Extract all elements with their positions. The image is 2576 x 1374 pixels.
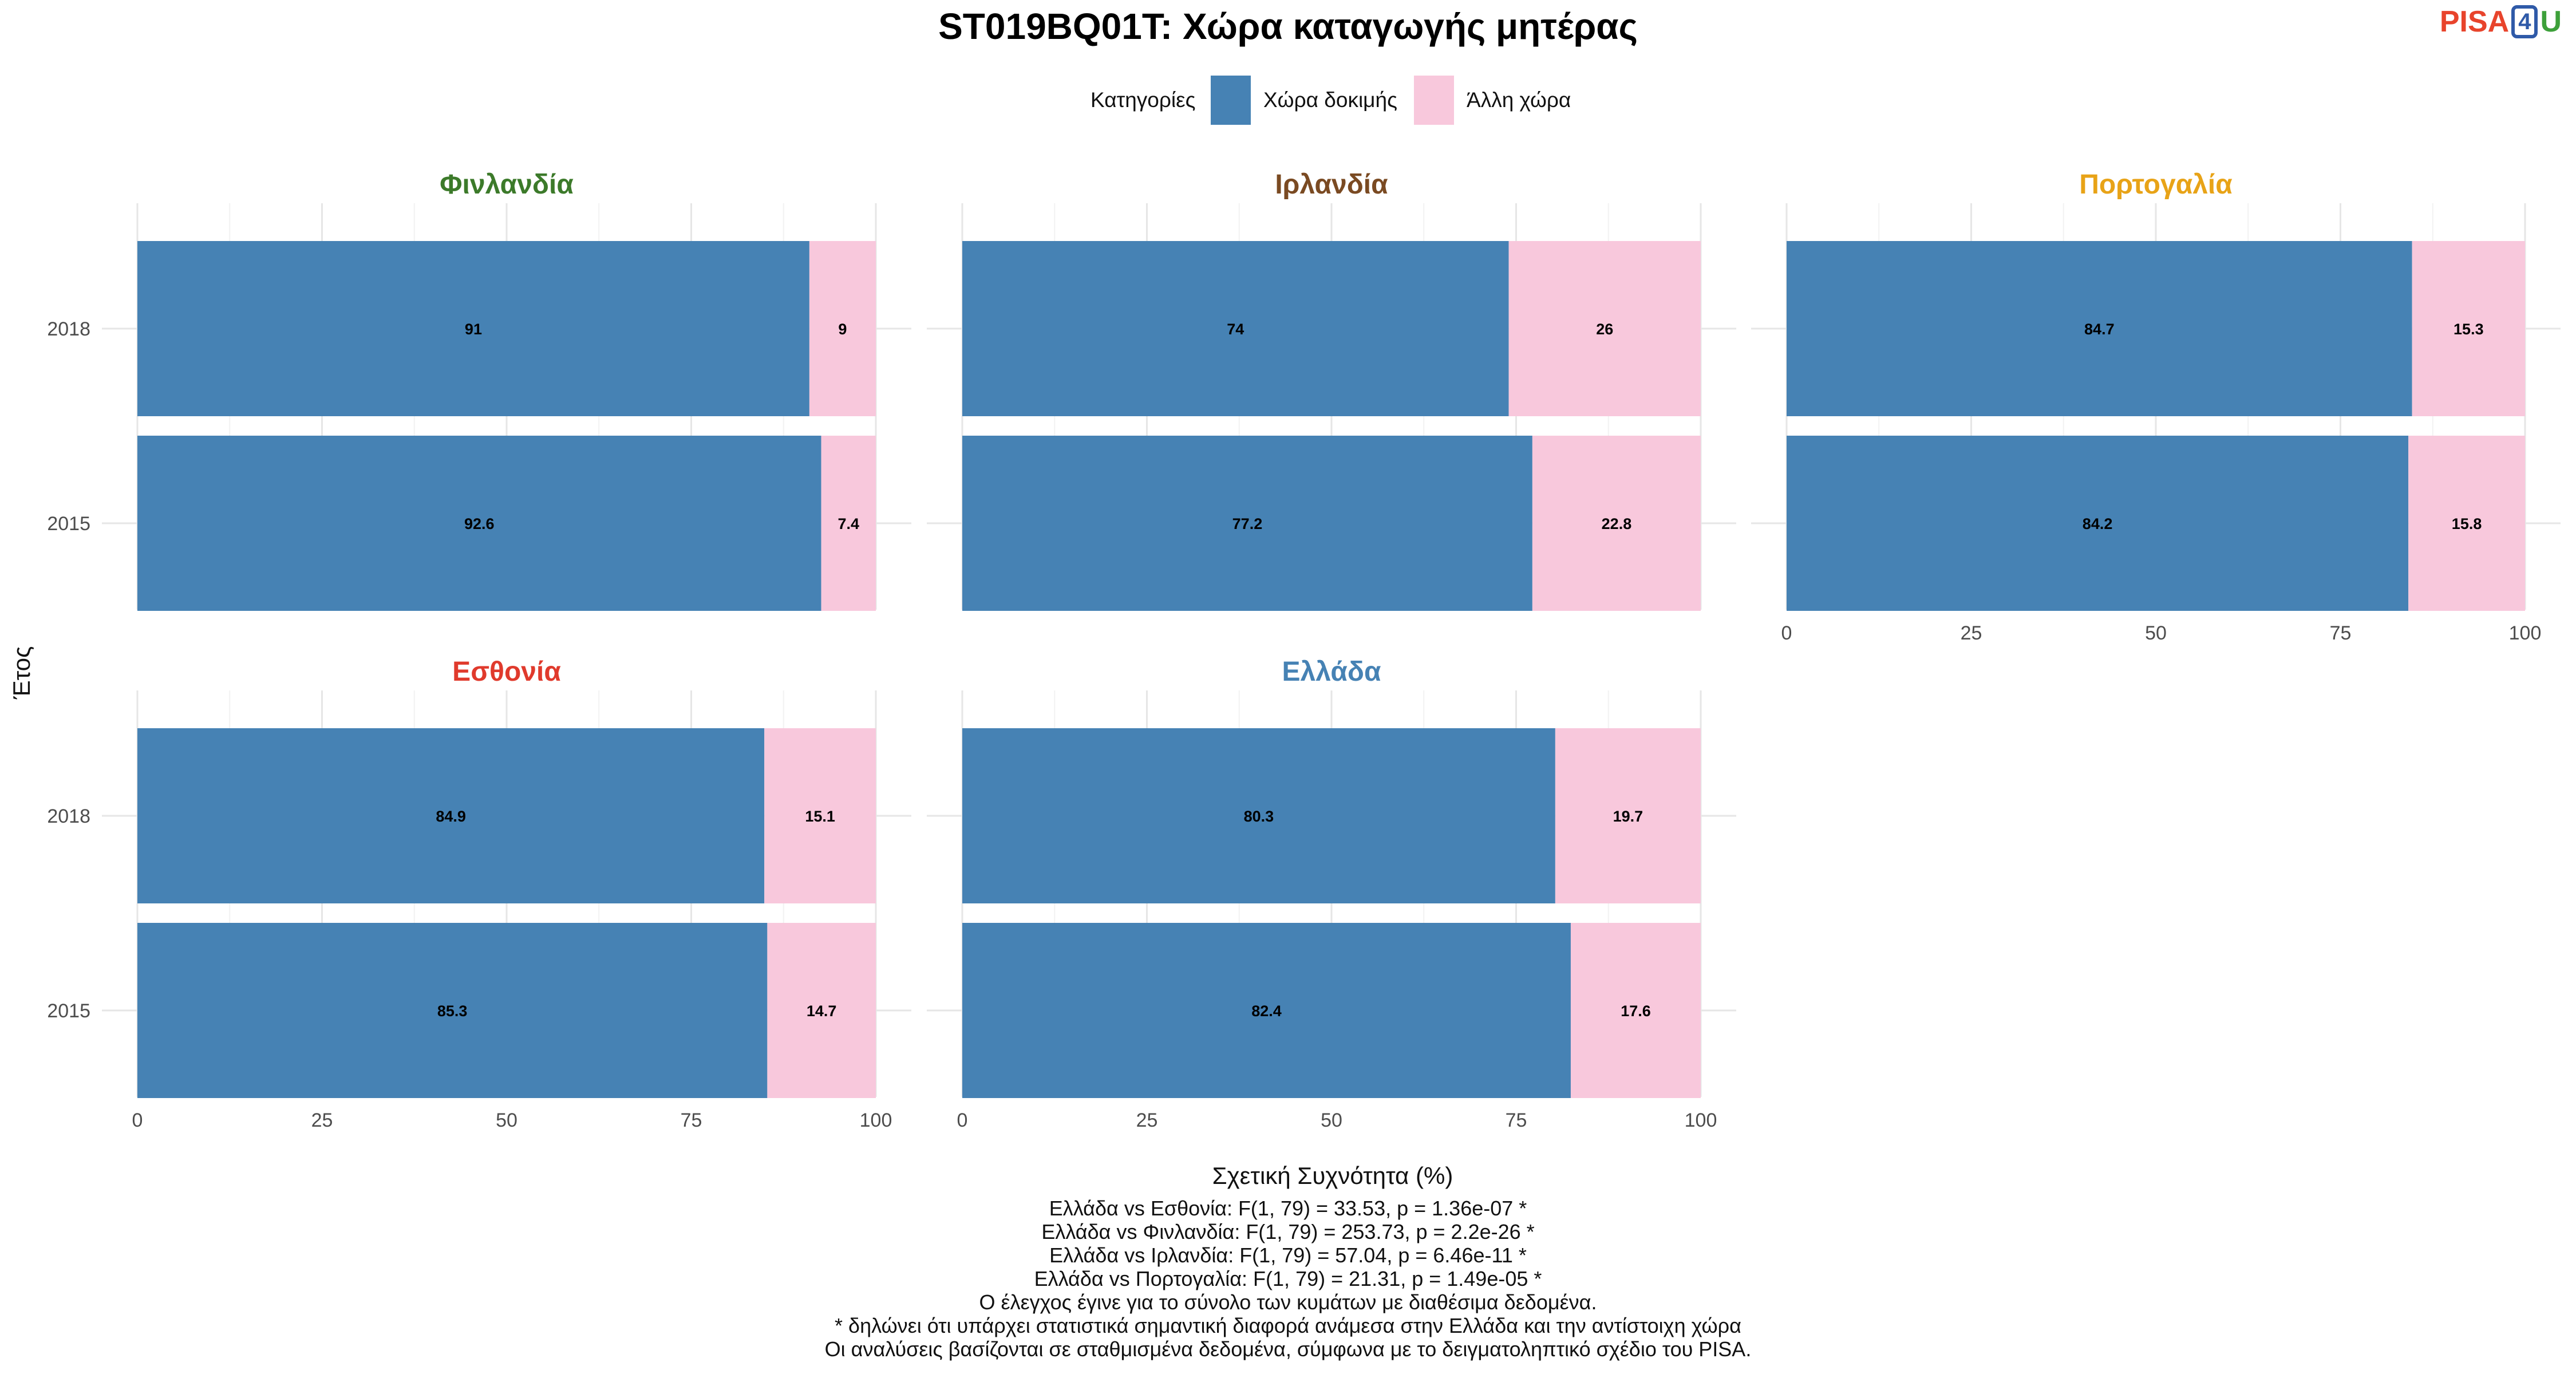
panel-title: Ιρλανδία [1275, 169, 1388, 200]
x-tick-label: 50 [496, 1110, 517, 1131]
bar-segment [1787, 436, 2409, 611]
bar-value-label: 84.2 [2083, 515, 2113, 532]
bar-segment [137, 728, 765, 903]
bar-value-label: 74 [1227, 321, 1244, 338]
panel-title: Εσθονία [452, 657, 561, 687]
y-tick-label: 2018 [47, 806, 90, 827]
bar-segment [821, 436, 876, 611]
logo-four-badge: 4 [2511, 5, 2538, 38]
bar-value-label: 84.7 [2084, 321, 2115, 338]
bar-segment [2408, 436, 2525, 611]
chart-title: ST019BQ01T: Χώρα καταγωγής μητέρας [938, 6, 1638, 47]
footnote-line: Ελλάδα vs Εσθονία: F(1, 79) = 33.53, p =… [1049, 1197, 1527, 1220]
bar-value-label: 82.4 [1251, 1002, 1282, 1020]
bar-segment [1532, 436, 1701, 611]
bar-value-label: 17.6 [1621, 1002, 1651, 1020]
logo-pisa-text: PISA [2439, 5, 2510, 38]
bar-segment [2412, 241, 2525, 416]
bar-value-label: 19.7 [1613, 808, 1643, 825]
x-tick-label: 0 [1781, 622, 1792, 644]
bar-value-label: 9 [838, 321, 847, 338]
panel-title: Πορτογαλία [2079, 169, 2233, 200]
bar-segment [1555, 728, 1701, 903]
y-tick-label: 2015 [47, 513, 90, 535]
bar-segment [962, 436, 1532, 611]
bar-value-label: 15.1 [805, 808, 835, 825]
bar-segment [767, 923, 876, 1098]
x-tick-label: 75 [1506, 1110, 1527, 1131]
x-tick-label: 50 [1321, 1110, 1342, 1131]
x-tick-label: 50 [2145, 622, 2167, 644]
x-tick-label: 100 [860, 1110, 892, 1131]
pisa4u-logo: PISA 4 U [2440, 5, 2562, 39]
bar-value-label: 14.7 [807, 1002, 837, 1020]
y-tick-label: 2015 [47, 1000, 90, 1022]
footnote-line: * δηλώνει ότι υπάρχει στατιστικά σημαντι… [835, 1314, 1741, 1337]
y-tick-label: 2018 [47, 318, 90, 340]
footnote-line: Ελλάδα vs Πορτογαλία: F(1, 79) = 21.31, … [1034, 1267, 1542, 1290]
panel-title: Ελλάδα [1282, 657, 1381, 687]
logo-u-text: U [2540, 5, 2562, 38]
bar-value-label: 7.4 [837, 515, 859, 532]
bar-value-label: 22.8 [1602, 515, 1632, 532]
bar-value-label: 77.2 [1232, 515, 1263, 532]
bar-value-label: 15.8 [2452, 515, 2482, 532]
footnote-line: Οι αναλύσεις βασίζονται σε σταθμισμένα δ… [824, 1337, 1752, 1361]
bar-value-label: 15.3 [2453, 321, 2484, 338]
footnote-line: Ελλάδα vs Ιρλανδία: F(1, 79) = 57.04, p … [1049, 1243, 1527, 1267]
x-tick-label: 25 [1136, 1110, 1158, 1131]
bar-value-label: 92.6 [464, 515, 495, 532]
bar-segment [809, 241, 876, 416]
x-tick-label: 0 [132, 1110, 143, 1131]
x-tick-label: 0 [957, 1110, 968, 1131]
bar-segment [1508, 241, 1701, 416]
footnote-line: Ελλάδα vs Φινλανδία: F(1, 79) = 253.73, … [1041, 1220, 1535, 1243]
x-tick-label: 25 [311, 1110, 333, 1131]
bar-segment [764, 728, 876, 903]
x-tick-label: 25 [1961, 622, 1982, 644]
bar-segment [137, 436, 821, 611]
y-axis-label: Έτος [8, 646, 35, 700]
bar-value-label: 26 [1596, 321, 1613, 338]
bar-value-label: 91 [465, 321, 482, 338]
x-axis-label: Σχετική Συχνότητα (%) [1212, 1162, 1453, 1189]
x-tick-label: 75 [2330, 622, 2352, 644]
legend-title: Κατηγορίες [1091, 88, 1195, 112]
legend-label: Χώρα δοκιμής [1263, 88, 1397, 112]
bar-segment [962, 241, 1509, 416]
bar-segment [137, 923, 768, 1098]
bar-segment [1570, 923, 1701, 1098]
x-tick-label: 75 [681, 1110, 702, 1131]
bar-value-label: 85.3 [437, 1002, 468, 1020]
bar-value-label: 84.9 [436, 808, 466, 825]
legend-swatch [1414, 76, 1454, 125]
bar-segment [962, 923, 1571, 1098]
bar-segment [137, 241, 809, 416]
legend-swatch [1211, 76, 1251, 125]
panel-title: Φινλανδία [440, 169, 574, 200]
x-tick-label: 100 [1685, 1110, 1717, 1131]
bar-segment [962, 728, 1555, 903]
x-tick-label: 100 [2509, 622, 2542, 644]
footnote-line: Ο έλεγχος έγινε για το σύνολο των κυμάτω… [979, 1290, 1597, 1314]
bar-segment [1787, 241, 2412, 416]
legend-label: Άλλη χώρα [1467, 88, 1571, 112]
footnotes: Ελλάδα vs Εσθονία: F(1, 79) = 33.53, p =… [0, 1197, 2576, 1361]
bar-value-label: 80.3 [1244, 808, 1274, 825]
